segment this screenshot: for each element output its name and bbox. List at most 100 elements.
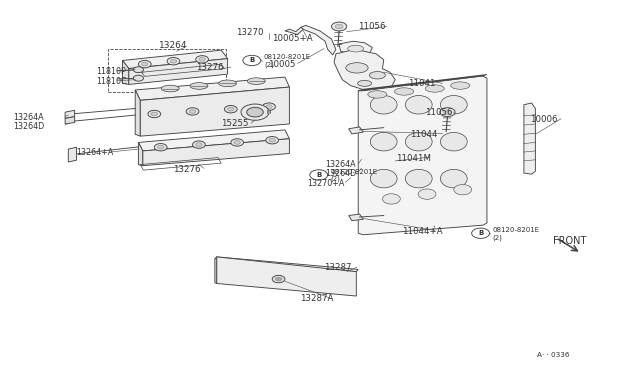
Polygon shape <box>215 257 358 272</box>
Polygon shape <box>129 59 228 84</box>
Circle shape <box>243 55 260 65</box>
Polygon shape <box>65 116 75 124</box>
Text: 13264: 13264 <box>159 41 188 50</box>
Circle shape <box>151 112 157 116</box>
Text: 11056: 11056 <box>425 108 452 117</box>
Ellipse shape <box>425 85 444 92</box>
Ellipse shape <box>348 45 364 52</box>
Text: 13270+A: 13270+A <box>307 179 344 187</box>
Circle shape <box>154 144 167 151</box>
Text: 13264D: 13264D <box>13 122 44 131</box>
Bar <box>108 49 227 92</box>
Circle shape <box>138 61 151 68</box>
Circle shape <box>231 139 244 146</box>
Circle shape <box>275 277 282 281</box>
Ellipse shape <box>394 88 413 95</box>
Polygon shape <box>135 77 289 100</box>
Circle shape <box>272 275 285 283</box>
Polygon shape <box>349 214 364 221</box>
Circle shape <box>234 141 241 144</box>
Polygon shape <box>217 257 356 296</box>
Text: A· · 0336: A· · 0336 <box>537 352 569 358</box>
Polygon shape <box>68 147 77 162</box>
Text: 15255: 15255 <box>221 119 249 128</box>
Text: 13264D: 13264D <box>325 169 356 177</box>
Text: 10005+A: 10005+A <box>272 34 313 43</box>
Circle shape <box>472 228 490 238</box>
Polygon shape <box>358 74 487 91</box>
Circle shape <box>262 103 275 110</box>
Text: FRONT: FRONT <box>552 235 586 246</box>
Ellipse shape <box>161 85 179 92</box>
Ellipse shape <box>190 83 208 89</box>
Polygon shape <box>339 41 372 56</box>
Ellipse shape <box>371 96 397 114</box>
Circle shape <box>332 22 347 31</box>
Circle shape <box>454 185 472 195</box>
Text: 08120-8201E
(2): 08120-8201E (2) <box>330 169 378 182</box>
Text: 08120-8201E
(2): 08120-8201E (2) <box>492 227 539 241</box>
Polygon shape <box>285 27 303 35</box>
Text: 11810P: 11810P <box>96 67 125 76</box>
Circle shape <box>241 104 269 120</box>
Text: 11056: 11056 <box>358 22 386 31</box>
Circle shape <box>189 110 196 113</box>
Text: 11810C: 11810C <box>96 77 126 86</box>
Polygon shape <box>215 257 217 283</box>
Text: 10005: 10005 <box>268 60 295 69</box>
Polygon shape <box>138 142 143 166</box>
Polygon shape <box>358 76 487 235</box>
Text: B: B <box>249 57 255 64</box>
Ellipse shape <box>440 169 467 188</box>
Ellipse shape <box>405 132 432 151</box>
Text: 13270: 13270 <box>236 28 264 37</box>
Ellipse shape <box>440 132 467 151</box>
Circle shape <box>246 108 263 117</box>
Ellipse shape <box>358 80 372 86</box>
Circle shape <box>269 138 275 142</box>
Circle shape <box>444 110 451 114</box>
Ellipse shape <box>219 80 237 87</box>
Ellipse shape <box>371 169 397 188</box>
Ellipse shape <box>371 132 397 151</box>
Polygon shape <box>524 103 536 174</box>
Text: 13276: 13276 <box>173 165 201 174</box>
Ellipse shape <box>440 96 467 114</box>
Circle shape <box>266 137 278 144</box>
Circle shape <box>133 75 143 81</box>
Circle shape <box>228 108 234 111</box>
Ellipse shape <box>405 96 432 114</box>
Circle shape <box>266 105 272 109</box>
Polygon shape <box>334 49 395 91</box>
Circle shape <box>167 58 180 65</box>
Text: 13276: 13276 <box>196 63 223 72</box>
Circle shape <box>148 110 161 118</box>
Circle shape <box>157 145 164 149</box>
Polygon shape <box>122 50 228 68</box>
Circle shape <box>170 60 177 63</box>
Text: 11044: 11044 <box>410 130 437 139</box>
Circle shape <box>383 194 400 204</box>
Text: 10006: 10006 <box>531 115 558 124</box>
Circle shape <box>225 106 237 113</box>
Circle shape <box>193 141 205 148</box>
Text: 11041M: 11041M <box>396 154 431 163</box>
Circle shape <box>418 189 436 199</box>
Text: 11041: 11041 <box>408 79 435 88</box>
Circle shape <box>335 24 343 29</box>
Text: B: B <box>316 172 321 178</box>
Circle shape <box>196 56 209 63</box>
Circle shape <box>186 108 199 115</box>
Ellipse shape <box>368 91 387 98</box>
Text: 13287A: 13287A <box>300 294 333 303</box>
Polygon shape <box>122 61 129 84</box>
Circle shape <box>310 170 328 180</box>
Circle shape <box>199 58 205 61</box>
Text: 13264+A: 13264+A <box>77 148 114 157</box>
Ellipse shape <box>247 78 265 84</box>
Text: 08120-8201E
(2): 08120-8201E (2) <box>264 54 311 68</box>
Polygon shape <box>140 87 289 136</box>
Polygon shape <box>65 110 75 118</box>
Circle shape <box>196 143 202 147</box>
Polygon shape <box>135 90 140 136</box>
